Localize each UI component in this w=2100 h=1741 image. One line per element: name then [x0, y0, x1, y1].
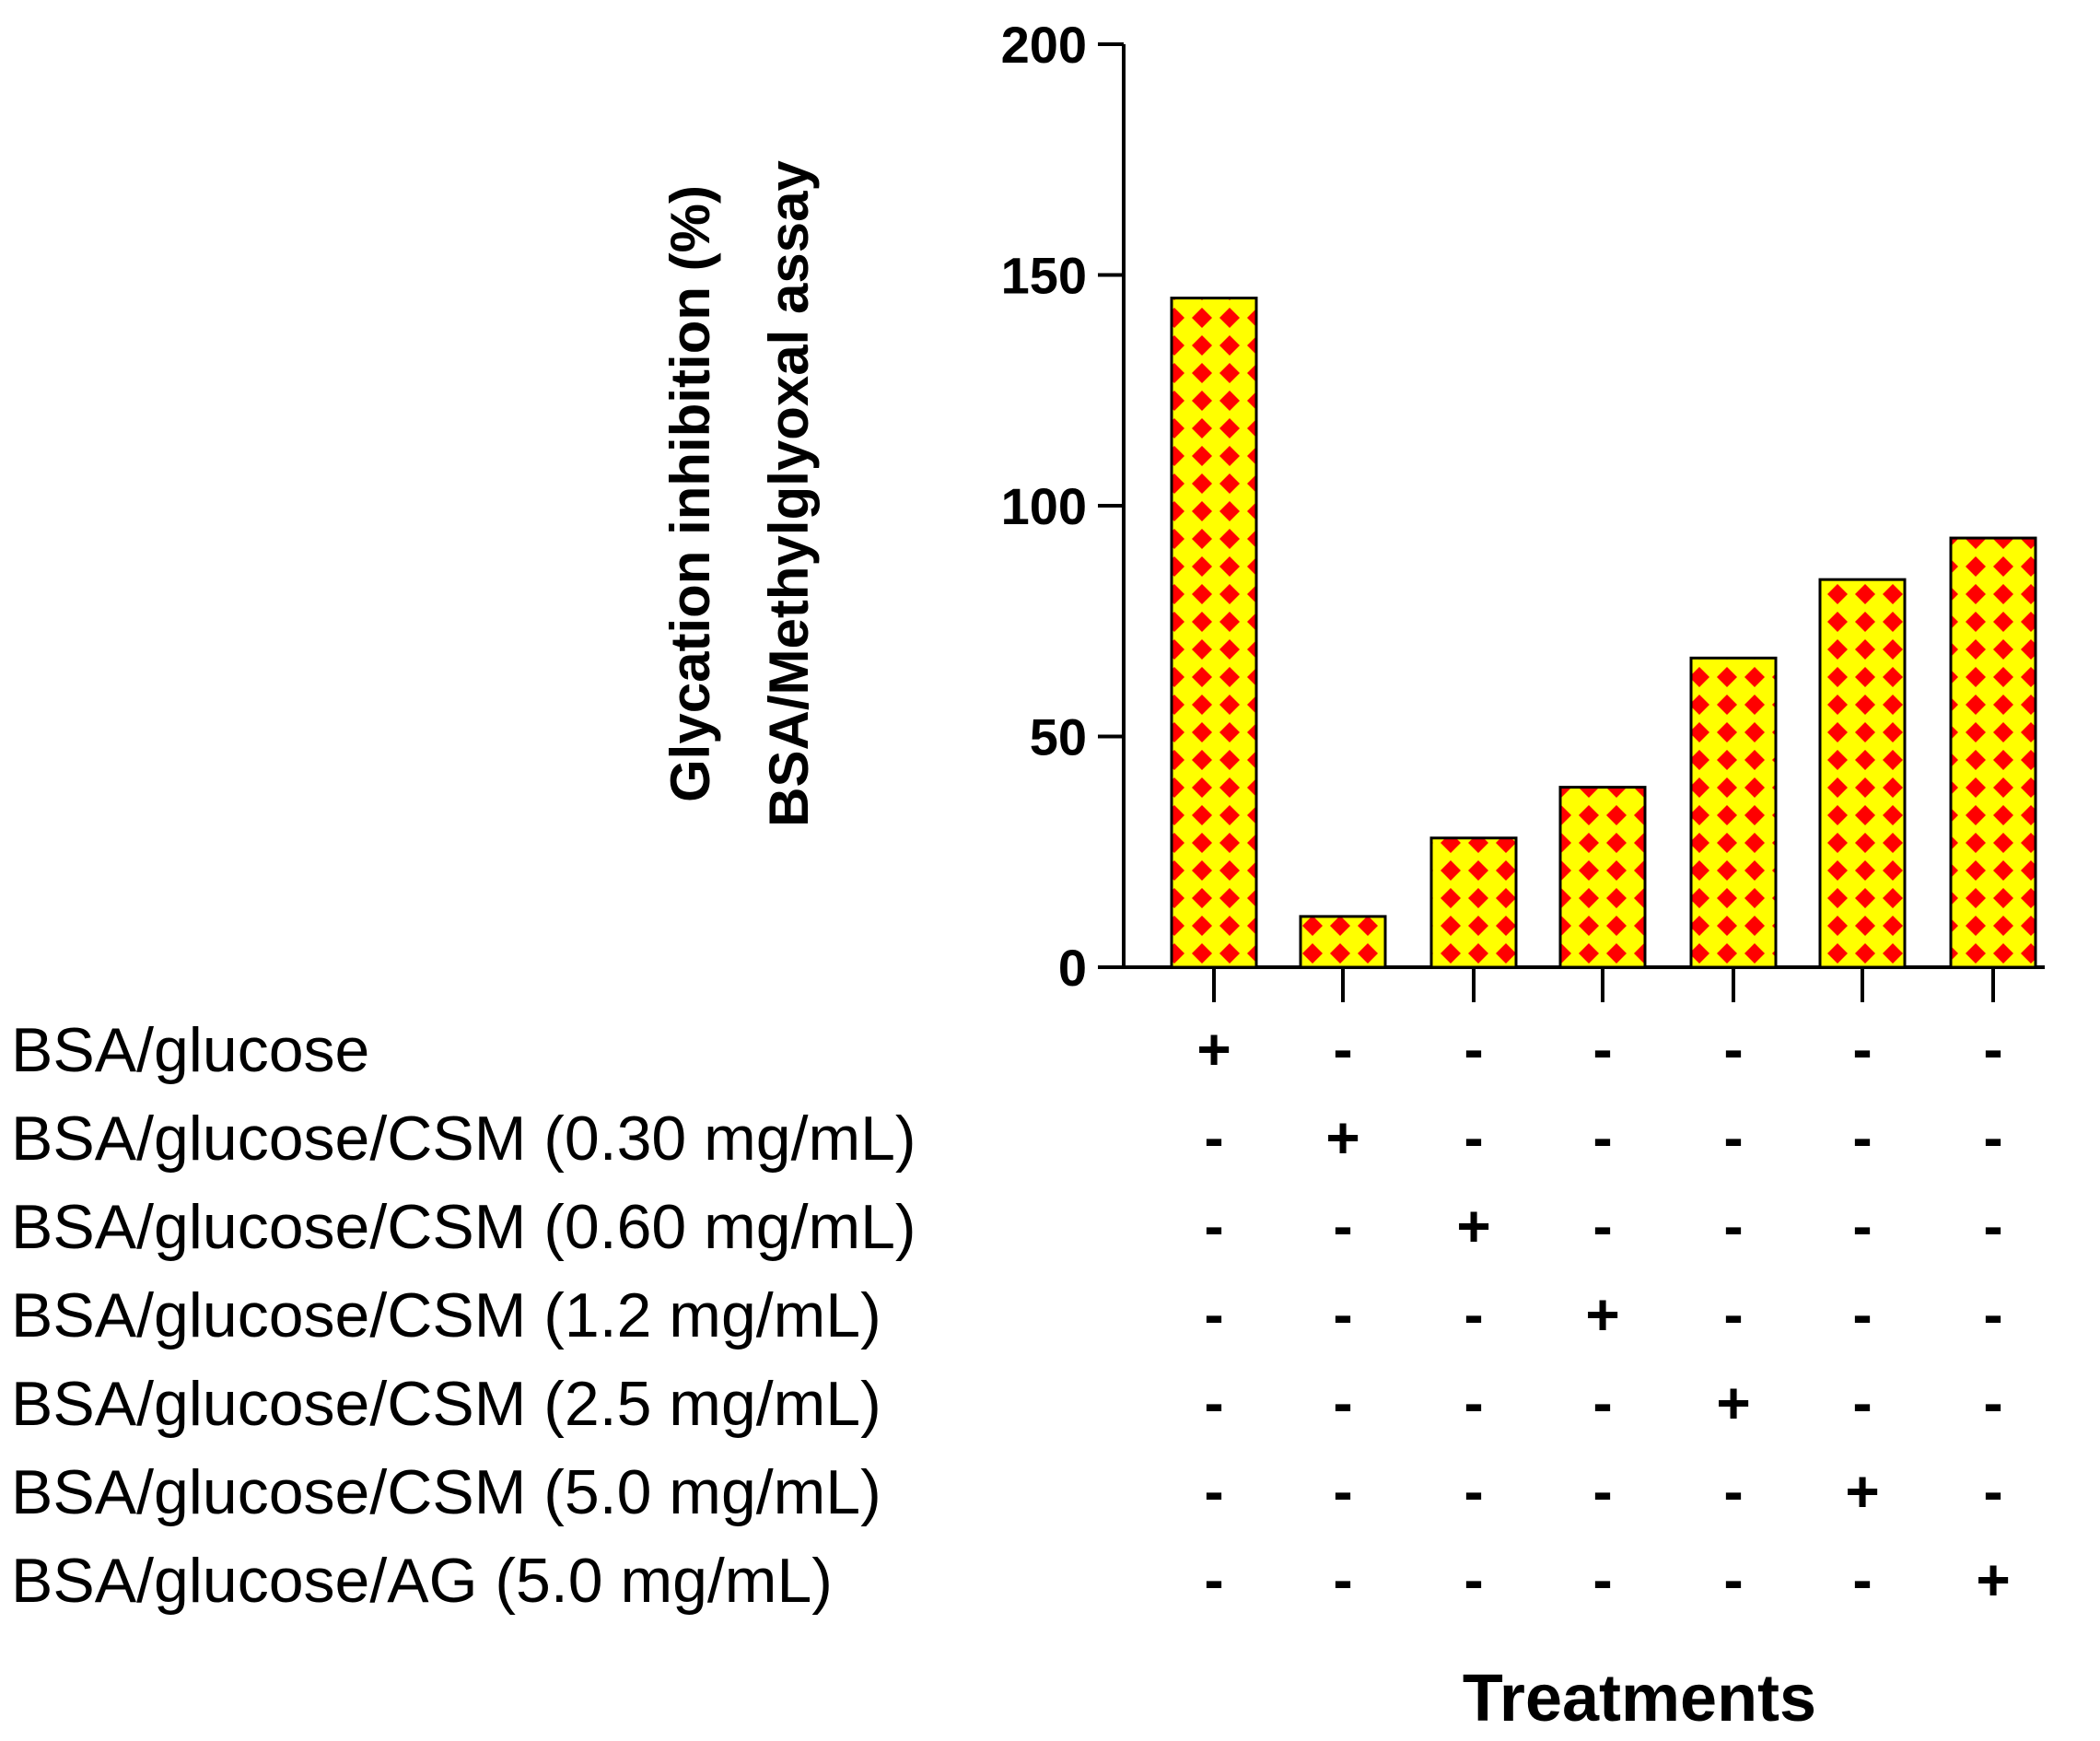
minus-sign: - [1852, 1370, 1872, 1436]
minus-sign: - [1723, 1458, 1743, 1525]
y-tick-label: 150 [1001, 247, 1087, 305]
minus-sign: - [1464, 1370, 1483, 1436]
minus-sign: - [1852, 1104, 1872, 1171]
bar [1949, 536, 2037, 969]
plus-sign: + [1325, 1104, 1359, 1171]
bar [1429, 836, 1518, 969]
y-tick-label: 100 [1001, 477, 1087, 535]
treatment-row-label: BSA/glucose [11, 1015, 369, 1085]
treatment-signs: + - - - - - - - + - - - - - - - + - - - - - - - + - - - - - - - + - - - - - - -… [1196, 1016, 2010, 1613]
treatment-row-label: BSA/glucose/AG (5.0 mg/mL) [11, 1546, 833, 1616]
minus-sign: - [1592, 1458, 1612, 1525]
minus-sign: - [1983, 1458, 2002, 1525]
minus-sign: - [1333, 1458, 1352, 1525]
y-axis-title-line2: BSA/Methylglyoxal assay [758, 160, 820, 827]
minus-sign: - [1852, 1016, 1872, 1082]
plus-sign: + [1585, 1281, 1619, 1348]
minus-sign: - [1204, 1547, 1223, 1613]
plus-sign: + [1845, 1458, 1879, 1525]
bar [1818, 578, 1907, 969]
y-tick-label: 200 [1001, 16, 1087, 74]
minus-sign: - [1852, 1547, 1872, 1613]
y-tick-label: 0 [1058, 939, 1087, 997]
minus-sign: - [1592, 1370, 1612, 1436]
minus-sign: - [1464, 1281, 1483, 1348]
minus-sign: - [1983, 1104, 2002, 1171]
minus-sign: - [1592, 1193, 1612, 1259]
minus-sign: - [1204, 1104, 1223, 1171]
minus-sign: - [1204, 1193, 1223, 1259]
treatment-row-labels: BSA/glucose BSA/glucose/CSM (0.30 mg/mL) B… [11, 1015, 916, 1616]
bar [1170, 297, 1258, 969]
minus-sign: - [1464, 1458, 1483, 1525]
minus-sign: - [1852, 1193, 1872, 1259]
minus-sign: - [1723, 1104, 1743, 1171]
minus-sign: - [1333, 1370, 1352, 1436]
bar [1558, 786, 1647, 969]
minus-sign: - [1333, 1547, 1352, 1613]
minus-sign: - [1204, 1281, 1223, 1348]
minus-sign: - [1333, 1193, 1352, 1259]
minus-sign: - [1464, 1104, 1483, 1171]
minus-sign: - [1464, 1547, 1483, 1613]
minus-sign: - [1204, 1370, 1223, 1436]
bars [1170, 297, 2037, 969]
minus-sign: - [1852, 1281, 1872, 1348]
x-ticks [1212, 967, 1995, 1002]
plus-sign: + [1456, 1193, 1490, 1259]
x-axis-title: Treatments [1463, 1662, 1816, 1735]
bar [1299, 915, 1387, 969]
minus-sign: - [1723, 1547, 1743, 1613]
plus-sign: + [1716, 1370, 1750, 1436]
minus-sign: - [1333, 1281, 1352, 1348]
minus-sign: - [1333, 1016, 1352, 1082]
minus-sign: - [1983, 1193, 2002, 1259]
minus-sign: - [1983, 1370, 2002, 1436]
minus-sign: - [1204, 1458, 1223, 1525]
treatment-row-label: BSA/glucose/CSM (5.0 mg/mL) [11, 1457, 881, 1527]
minus-sign: - [1983, 1281, 2002, 1348]
minus-sign: - [1592, 1547, 1612, 1613]
minus-sign: - [1464, 1016, 1483, 1082]
treatment-row-label: BSA/glucose/CSM (0.30 mg/mL) [11, 1104, 916, 1174]
y-tick-label: 50 [1030, 708, 1087, 766]
y-ticks: 0 50 100 150 200 [1001, 16, 1124, 997]
minus-sign: - [1723, 1281, 1743, 1348]
treatment-row-label: BSA/glucose/CSM (1.2 mg/mL) [11, 1280, 881, 1350]
plus-sign: + [1196, 1016, 1231, 1082]
y-axis-title-line1: Glycation inhibition (%) [659, 185, 721, 802]
treatment-row-label: BSA/glucose/CSM (2.5 mg/mL) [11, 1369, 881, 1439]
plus-sign: + [1976, 1547, 2010, 1613]
bar [1689, 656, 1778, 969]
minus-sign: - [1592, 1104, 1612, 1171]
treatment-row-label: BSA/glucose/CSM (0.60 mg/mL) [11, 1192, 916, 1262]
minus-sign: - [1592, 1016, 1612, 1082]
minus-sign: - [1723, 1016, 1743, 1082]
minus-sign: - [1723, 1193, 1743, 1259]
minus-sign: - [1983, 1016, 2002, 1082]
